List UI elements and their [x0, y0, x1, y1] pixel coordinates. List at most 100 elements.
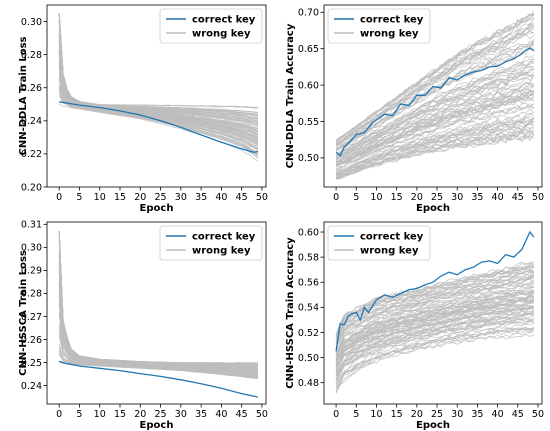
wrong-key-line	[335, 27, 534, 147]
x-tick-label: 45	[512, 409, 524, 420]
wrong-key-line	[58, 13, 258, 118]
wrong-key-line	[58, 89, 259, 156]
wrong-key-line	[58, 257, 258, 370]
correct-key-line	[59, 101, 259, 153]
x-tick-label: 30	[175, 192, 187, 203]
y-tick-label: 0.24	[21, 116, 42, 127]
wrong-key-line	[335, 93, 534, 168]
wrong-key-line	[335, 265, 534, 335]
wrong-key-line	[58, 262, 258, 371]
legend: correct key wrong key	[327, 8, 431, 44]
y-tick-label: 0.24	[21, 381, 42, 392]
wrong-key-line	[335, 61, 534, 156]
wrong-key-line	[335, 14, 535, 143]
wrong-key-line	[335, 307, 535, 373]
plot-frame	[323, 221, 543, 405]
y-tick-label: 0.28	[21, 50, 42, 61]
x-tick-label: 30	[451, 192, 463, 203]
wrong-key-line	[335, 290, 534, 360]
wrong-key-line	[336, 34, 535, 147]
y-tick-label: 0.27	[21, 312, 42, 323]
x-tick-label: 50	[256, 409, 268, 420]
wrong-key-line	[58, 50, 259, 139]
legend-box	[159, 8, 263, 44]
x-tick-label: 0	[56, 409, 62, 420]
wrong-key-line	[58, 335, 258, 377]
x-tick-label: 20	[411, 192, 423, 203]
wrong-key-line	[58, 263, 258, 371]
correct-key-line	[59, 360, 259, 398]
wrong-key-line	[335, 305, 535, 371]
x-tick-label: 0	[333, 192, 339, 203]
y-tick-label: 0.22	[21, 149, 42, 160]
wrong-key-line	[335, 71, 534, 159]
x-tick-label: 0	[333, 409, 339, 420]
wrong-key-line	[335, 300, 535, 368]
plot-area	[335, 10, 535, 181]
x-tick-label: 20	[134, 409, 146, 420]
x-tick-label: 10	[370, 192, 382, 203]
x-tick-label: 10	[94, 192, 106, 203]
y-tick-label: 0.28	[21, 289, 42, 300]
wrong-key-line	[335, 265, 535, 337]
wrong-key-line	[335, 305, 535, 370]
x-tick-label: 15	[114, 409, 126, 420]
wrong-key-line	[335, 278, 535, 348]
wrong-key-line	[335, 102, 535, 170]
wrong-key-line	[58, 267, 258, 371]
wrong-key-line	[336, 56, 535, 155]
y-tick-label: 0.30	[21, 17, 42, 28]
x-axis-label: Epoch	[416, 203, 450, 214]
x-tick-label: 5	[76, 192, 82, 203]
x-tick-label: 35	[471, 192, 483, 203]
wrong-key-line	[335, 73, 534, 160]
wrong-key-line	[335, 74, 535, 161]
plot-area	[335, 230, 535, 394]
wrong-key-line	[335, 10, 535, 141]
y-tick-label: 0.52	[298, 328, 319, 339]
panel-1: 0 5 10 15 20 25 30 35 40 45 50 0.20 0.22 0.24 0.26 0.28…	[18, 4, 268, 214]
plot-area	[58, 13, 259, 162]
y-tick-label: 0.56	[298, 278, 319, 289]
wrong-key-line	[335, 329, 535, 392]
y-tick-label: 0.54	[298, 303, 319, 314]
wrong-key-line	[58, 254, 258, 370]
legend-label: correct key	[360, 232, 424, 243]
x-tick-label: 30	[175, 409, 187, 420]
wrong-key-line	[58, 261, 258, 371]
plot-frame	[46, 221, 267, 405]
wrong-key-line	[335, 326, 535, 389]
wrong-key-line	[58, 231, 258, 367]
panel-4: 0 5 10 15 20 25 30 35 40 45 50 0.48 0.50 0.52 0.54 0.56…	[285, 221, 544, 431]
wrong-key-line	[335, 333, 535, 393]
y-tick-label: 0.50	[298, 353, 319, 364]
legend-label: wrong key	[360, 29, 419, 40]
wrong-key-line	[58, 249, 258, 370]
x-tick-label: 40	[215, 192, 227, 203]
x-tick-label: 15	[391, 409, 403, 420]
correct-key-line	[335, 230, 535, 352]
wrong-key-line	[335, 112, 535, 174]
x-tick-label: 50	[532, 192, 544, 203]
wrong-key-line	[335, 118, 535, 176]
legend: correct key wrong key	[327, 225, 431, 261]
y-axis-label: CNN-DDLA Train Loss	[18, 36, 29, 155]
wrong-key-line	[335, 283, 535, 355]
wrong-key-line	[58, 346, 258, 378]
legend-label: wrong key	[192, 246, 251, 257]
y-tick-label: 0.55	[298, 117, 319, 128]
x-tick-label: 30	[451, 409, 463, 420]
wrong-key-line	[335, 44, 535, 151]
y-tick-label: 0.65	[298, 44, 319, 55]
wrong-key-line	[335, 134, 535, 181]
wrong-key-line	[58, 231, 258, 366]
panel-3: 0 5 10 15 20 25 30 35 40 45 50 0.24 0.25 0.26 0.27 0.28…	[18, 220, 268, 431]
y-tick-label: 0.26	[21, 335, 42, 346]
x-tick-label: 0	[56, 192, 62, 203]
x-tick-label: 5	[353, 192, 359, 203]
wrong-key-line	[335, 277, 534, 348]
wrong-key-line	[58, 13, 258, 108]
wrong-key-line	[335, 318, 534, 379]
x-tick-label: 45	[512, 192, 524, 203]
